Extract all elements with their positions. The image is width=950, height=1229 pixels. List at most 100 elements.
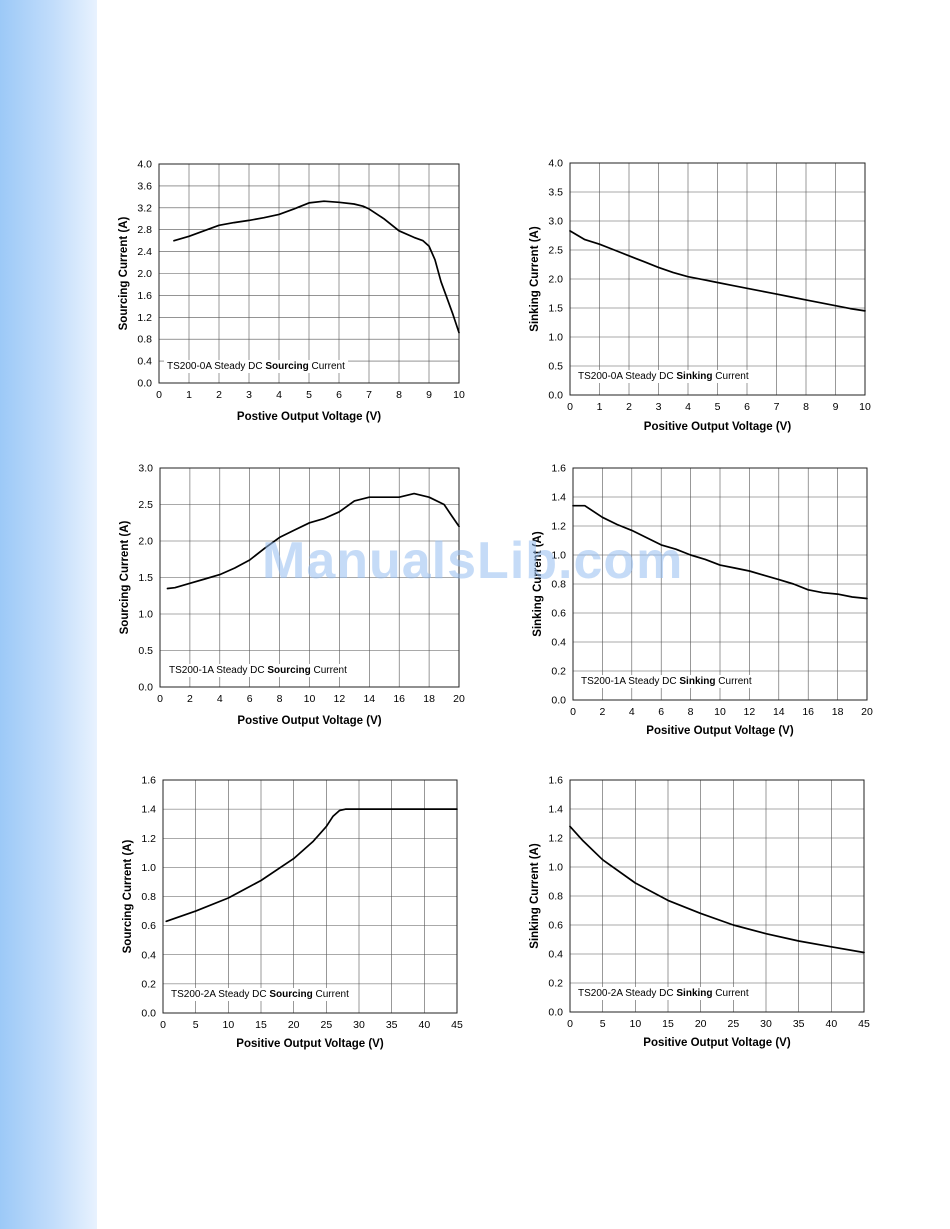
annotation-text: TS200-1A Steady DC: [169, 665, 267, 676]
annotation-bold: Sourcing: [265, 361, 308, 372]
chart-annotation: TS200-2A Steady DC Sourcing Current: [171, 989, 349, 1000]
x-tick-label: 10: [453, 389, 465, 401]
y-tick-label: 0.8: [551, 579, 566, 591]
x-tick-label: 10: [714, 706, 726, 718]
x-tick-label: 0: [570, 706, 576, 718]
chart-6: 0 5 10 15 20 25 30 35 40 45 0.0 0.2 0.4 0.6 0.8 1.0 1.2 1…: [529, 775, 870, 1050]
x-tick-label: 35: [386, 1019, 398, 1031]
annotation-background: [575, 987, 752, 1000]
y-axis-title: Sourcing Current (A): [122, 839, 134, 953]
annotation-text: Current: [311, 665, 347, 676]
y-tick-label: 1.5: [548, 303, 563, 315]
y-tick-label: 4.0: [548, 158, 563, 170]
y-tick-label: 0.6: [551, 608, 566, 620]
y-tick-label: 0.6: [141, 920, 156, 932]
y-tick-label: 3.0: [548, 216, 563, 228]
x-tick-label: 7: [774, 401, 780, 413]
x-tick-label: 2: [187, 693, 193, 705]
x-tick-label: 10: [304, 693, 316, 705]
annotation-background: [166, 664, 351, 677]
x-tick-label: 10: [222, 1019, 234, 1031]
x-tick-label: 6: [744, 401, 750, 413]
x-tick-label: 7: [366, 389, 372, 401]
y-tick-label: 0.0: [141, 1008, 156, 1020]
y-tick-label: 1.2: [548, 833, 563, 845]
annotation-bold: Sinking: [679, 676, 715, 687]
x-tick-label: 20: [861, 706, 873, 718]
x-tick-label: 45: [451, 1019, 463, 1031]
x-tick-label: 6: [336, 389, 342, 401]
x-tick-label: 20: [288, 1019, 300, 1031]
x-tick-label: 16: [393, 693, 405, 705]
y-tick-label: 1.0: [548, 862, 563, 874]
x-tick-label: 8: [396, 389, 402, 401]
plot-frame: [159, 467, 460, 688]
y-tick-label: 1.4: [141, 804, 156, 816]
y-axis-title: Sourcing Current (A): [119, 520, 131, 634]
chart-annotation: TS200-2A Steady DC Sinking Current: [578, 988, 749, 999]
y-tick-label: 0.6: [548, 920, 563, 932]
y-tick-label: 1.6: [551, 463, 566, 475]
annotation-background: [578, 675, 755, 688]
annotation-text: Current: [716, 676, 752, 687]
chart-1: 0 1 2 3 4 5 6 7 8 9 10 0.0 0.4 0.8 1.2 1.6 2.0 2.4 2.8 3.2 3…: [118, 159, 465, 424]
x-axis-title: Positive Output Voltage (V): [236, 1038, 384, 1050]
annotation-text: TS200-2A Steady DC: [578, 988, 676, 999]
x-tick-label: 4: [629, 706, 635, 718]
x-tick-label: 5: [193, 1019, 199, 1031]
y-tick-label: 0.4: [141, 949, 156, 961]
x-tick-label: 2: [599, 706, 605, 718]
x-tick-label: 1: [186, 389, 192, 401]
y-tick-label: 0.8: [137, 334, 152, 346]
y-tick-label: 2.8: [137, 224, 152, 236]
chart-annotation: TS200-0A Steady DC Sinking Current: [578, 371, 749, 382]
chart-2: 0 1 2 3 4 5 6 7 8 9 10 0.0 0.5 1.0 1.5 2.0 2.5 3.0 3.5 4.0 P…: [529, 158, 871, 434]
y-tick-label: 1.0: [138, 609, 153, 621]
y-tick-label: 1.4: [548, 804, 563, 816]
x-tick-label: 0: [160, 1019, 166, 1031]
annotation-bold: Sourcing: [269, 989, 312, 1000]
x-tick-label: 4: [685, 401, 691, 413]
x-tick-label: 20: [453, 693, 465, 705]
x-axis-title: Postive Output Voltage (V): [237, 411, 381, 423]
y-tick-label: 1.0: [141, 862, 156, 874]
x-tick-label: 8: [688, 706, 694, 718]
x-tick-label: 1: [597, 401, 603, 413]
x-tick-label: 20: [695, 1018, 707, 1030]
y-tick-label: 4.0: [137, 159, 152, 171]
y-tick-label: 1.6: [141, 775, 156, 787]
x-tick-label: 2: [626, 401, 632, 413]
chart-3: 0 2 4 6 8 10 12 14 16 18 20 0.0 0.5 1.0 1.5 2.0 2.5 3.0 Po…: [119, 463, 465, 728]
x-tick-label: 18: [832, 706, 844, 718]
plot-frame: [569, 779, 865, 1013]
annotation-bold: Sinking: [676, 371, 712, 382]
y-tick-label: 1.2: [137, 312, 152, 324]
y-tick-label: 0.2: [141, 978, 156, 990]
y-axis-title: Sinking Current (A): [532, 531, 544, 637]
series-line: [173, 200, 460, 334]
series-line: [572, 504, 868, 600]
x-tick-label: 9: [426, 389, 432, 401]
y-tick-label: 1.6: [548, 775, 563, 787]
y-tick-label: 1.4: [551, 492, 566, 504]
y-tick-label: 0.0: [548, 390, 563, 402]
x-tick-label: 15: [662, 1018, 674, 1030]
chart-4: 0 2 4 6 8 10 12 14 16 18 20 0.0 0.2 0.4 0.6 0.8 1.0 1.2 1.…: [532, 463, 873, 738]
x-tick-label: 6: [247, 693, 253, 705]
series-line: [166, 492, 460, 590]
plot-frame: [162, 779, 458, 1014]
x-tick-label: 15: [255, 1019, 267, 1031]
annotation-bold: Sourcing: [267, 665, 310, 676]
x-tick-label: 3: [656, 401, 662, 413]
x-tick-label: 8: [277, 693, 283, 705]
x-tick-label: 5: [715, 401, 721, 413]
x-axis-title: Positive Output Voltage (V): [643, 1037, 791, 1049]
y-tick-label: 0.8: [548, 891, 563, 903]
x-axis-title: Postive Output Voltage (V): [237, 715, 381, 727]
y-tick-label: 0.4: [551, 637, 566, 649]
x-tick-label: 40: [418, 1019, 430, 1031]
x-tick-label: 40: [825, 1018, 837, 1030]
annotation-background: [164, 360, 349, 373]
x-tick-label: 14: [773, 706, 785, 718]
